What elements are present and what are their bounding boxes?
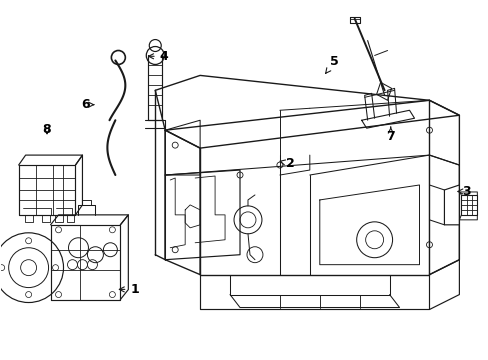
Text: 2: 2 [280,157,295,170]
Text: 4: 4 [148,50,168,63]
Text: 6: 6 [81,98,94,111]
Text: 3: 3 [457,185,470,198]
Text: 5: 5 [325,55,338,73]
Text: 8: 8 [42,123,51,136]
Text: 7: 7 [386,127,394,143]
Text: 1: 1 [119,283,139,296]
